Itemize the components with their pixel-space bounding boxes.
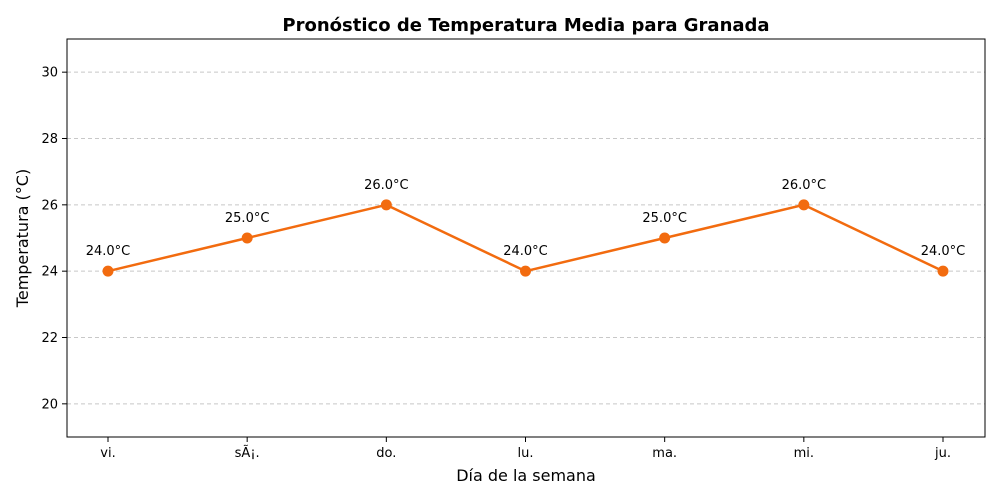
data-point bbox=[659, 232, 671, 244]
y-tick-label: 26 bbox=[41, 198, 58, 213]
x-tick-label: mi. bbox=[794, 446, 814, 461]
data-point bbox=[520, 265, 531, 277]
data-labels: 24.0°C 25.0°C 26.0°C 24.0°C 25.0°C 26.0°C 24.0… bbox=[86, 178, 966, 259]
data-point bbox=[380, 199, 392, 211]
data-label: 25.0°C bbox=[225, 211, 270, 226]
x-axis-label: Día de la semana bbox=[456, 466, 596, 485]
y-tick-label: 30 bbox=[41, 66, 58, 81]
y-tick-label: 22 bbox=[41, 331, 58, 346]
data-point bbox=[798, 199, 810, 211]
data-label: 25.0°C bbox=[642, 211, 687, 226]
data-point bbox=[241, 232, 253, 244]
grid-lines bbox=[67, 71, 985, 405]
x-tick-label: do. bbox=[376, 446, 396, 461]
y-tick-label: 28 bbox=[41, 132, 58, 147]
plot-area-frame bbox=[66, 38, 986, 438]
x-tick-label: vi. bbox=[100, 446, 115, 461]
data-point bbox=[937, 265, 949, 277]
x-axis: vi. sÃ¡. do. lu. ma. mi. ju. bbox=[100, 437, 951, 461]
x-tick-label: lu. bbox=[518, 446, 534, 461]
y-tick-label: 20 bbox=[41, 397, 58, 412]
data-label: 24.0°C bbox=[921, 244, 966, 259]
chart-title: Pronóstico de Temperatura Media para Gra… bbox=[282, 15, 769, 36]
data-label: 24.0°C bbox=[86, 244, 131, 259]
data-label: 24.0°C bbox=[503, 244, 548, 259]
data-point bbox=[102, 265, 114, 277]
data-label: 26.0°C bbox=[782, 178, 827, 193]
y-axis-label: Temperatura (°C) bbox=[13, 169, 32, 308]
x-tick-label: sÃ¡. bbox=[235, 445, 260, 461]
x-tick-label: ma. bbox=[652, 446, 677, 461]
x-tick-label: ju. bbox=[934, 446, 951, 461]
y-axis: 20 22 24 26 28 30 bbox=[41, 66, 67, 412]
y-tick-label: 24 bbox=[41, 265, 58, 280]
series-temperature bbox=[102, 199, 949, 277]
data-label: 26.0°C bbox=[364, 178, 409, 193]
